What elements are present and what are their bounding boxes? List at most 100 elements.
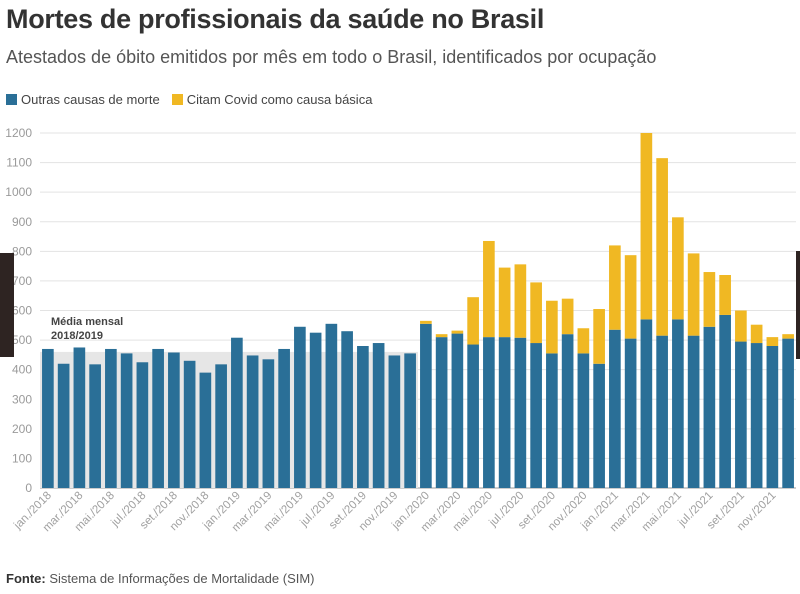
bar-outras — [420, 323, 432, 488]
bar-covid — [530, 282, 542, 344]
bar-outras — [325, 323, 338, 488]
average-band — [40, 351, 418, 488]
bar-covid — [451, 330, 464, 334]
bar-covid — [420, 320, 432, 324]
bar-outras — [514, 337, 527, 488]
bar-outras — [136, 362, 149, 488]
bar-outras — [750, 343, 763, 488]
bar-outras — [735, 341, 747, 488]
bar-covid — [672, 217, 684, 320]
bar-outras — [435, 337, 448, 488]
page-subtitle: Atestados de óbito emitidos por mês em t… — [6, 47, 657, 67]
y-tick-label: 800 — [12, 244, 32, 258]
bar-outras — [231, 337, 243, 488]
bar-outras — [309, 332, 322, 488]
bar-covid — [546, 300, 558, 354]
bar-covid — [766, 337, 779, 346]
legend-item-covid: Citam Covid como causa básica — [171, 92, 373, 107]
bar-outras — [672, 319, 684, 488]
y-tick-label: 700 — [12, 274, 32, 288]
bar-outras — [766, 346, 779, 488]
bar-covid — [735, 310, 747, 342]
bar-outras — [656, 335, 668, 488]
bar-outras — [498, 337, 511, 488]
bar-outras — [467, 344, 479, 488]
bar-outras — [577, 353, 590, 488]
y-tick-label: 100 — [12, 451, 32, 465]
bar-outras — [609, 329, 621, 488]
page-title: Mortes de profissionais da saúde no Bras… — [6, 4, 545, 34]
bar-outras — [57, 363, 70, 488]
bar-outras — [593, 363, 605, 488]
y-tick-label: 600 — [12, 304, 32, 318]
bar-outras — [246, 355, 259, 488]
bar-outras — [404, 353, 416, 488]
source-text: Sistema de Informações de Mortalidade (S… — [49, 571, 315, 586]
source-footer: Fonte: Sistema de Informações de Mortali… — [6, 571, 315, 586]
bar-outras — [624, 338, 637, 488]
y-tick-label: 0 — [25, 481, 32, 495]
bar-covid — [483, 240, 495, 338]
bar-covid — [703, 272, 716, 327]
y-tick-label: 300 — [12, 392, 32, 406]
bar-covid — [609, 245, 621, 330]
bar-outras — [183, 360, 196, 488]
bar-covid — [467, 297, 479, 345]
bar-outras — [42, 348, 54, 488]
bar-outras — [451, 333, 464, 488]
bar-outras — [262, 359, 275, 488]
bar-covid — [782, 334, 794, 339]
bar-covid — [593, 309, 605, 364]
bar-outras — [546, 353, 558, 488]
legend-swatch-outras — [6, 94, 17, 105]
y-tick-label: 500 — [12, 333, 32, 347]
legend-item-outras: Outras causas de morte — [6, 92, 160, 107]
legend-swatch-covid — [171, 94, 183, 105]
bar-outras — [530, 343, 542, 488]
y-tick-label: 1000 — [5, 185, 32, 199]
y-tick-label: 1100 — [6, 156, 32, 170]
bar-outras — [341, 331, 353, 488]
bar-covid — [514, 264, 527, 338]
bar-covid — [687, 253, 700, 336]
legend-label-covid: Citam Covid como causa básica — [186, 92, 373, 107]
bar-covid — [624, 255, 637, 339]
bar-outras — [372, 343, 385, 488]
y-tick-label: 200 — [12, 422, 32, 436]
bar-covid — [498, 267, 511, 338]
source-label: Fonte: — [6, 571, 46, 586]
y-tick-label: 900 — [12, 215, 32, 229]
bar-outras — [120, 353, 133, 488]
y-tick-label: 1200 — [5, 126, 32, 140]
bar-covid — [435, 334, 448, 338]
legend: Outras causas de morte Citam Covid como … — [6, 92, 378, 107]
bar-outras — [168, 352, 180, 488]
bar-covid — [656, 158, 668, 336]
legend-label-outras: Outras causas de morte — [21, 92, 160, 107]
bar-outras — [483, 337, 495, 488]
bar-outras — [89, 364, 101, 488]
bar-covid — [750, 324, 763, 344]
chart: 0 100 200 300 400 500 600 700 800 900 1000 1100 1200… — [5, 126, 796, 534]
bar-covid — [577, 328, 590, 354]
bar-covid — [561, 298, 574, 335]
bar-covid — [640, 133, 653, 320]
annotation-line2: 2018/2019 — [51, 330, 103, 342]
bar-outras — [278, 348, 290, 488]
bar-outras — [152, 348, 164, 488]
bar-outras — [73, 347, 86, 488]
bar-outras — [687, 335, 700, 488]
annotation-line1: Média mensal — [51, 316, 123, 328]
bar-outras — [640, 319, 653, 488]
y-tick-label: 400 — [12, 363, 32, 377]
bar-outras — [215, 364, 227, 488]
bar-outras — [703, 326, 716, 488]
bar-outras — [782, 338, 794, 488]
bar-outras — [388, 355, 401, 488]
bar-outras — [719, 314, 731, 488]
bar-outras — [357, 346, 369, 488]
bar-outras — [561, 334, 574, 488]
bar-covid — [719, 275, 731, 315]
side-edge-right — [796, 251, 800, 359]
bar-outras — [105, 348, 117, 488]
